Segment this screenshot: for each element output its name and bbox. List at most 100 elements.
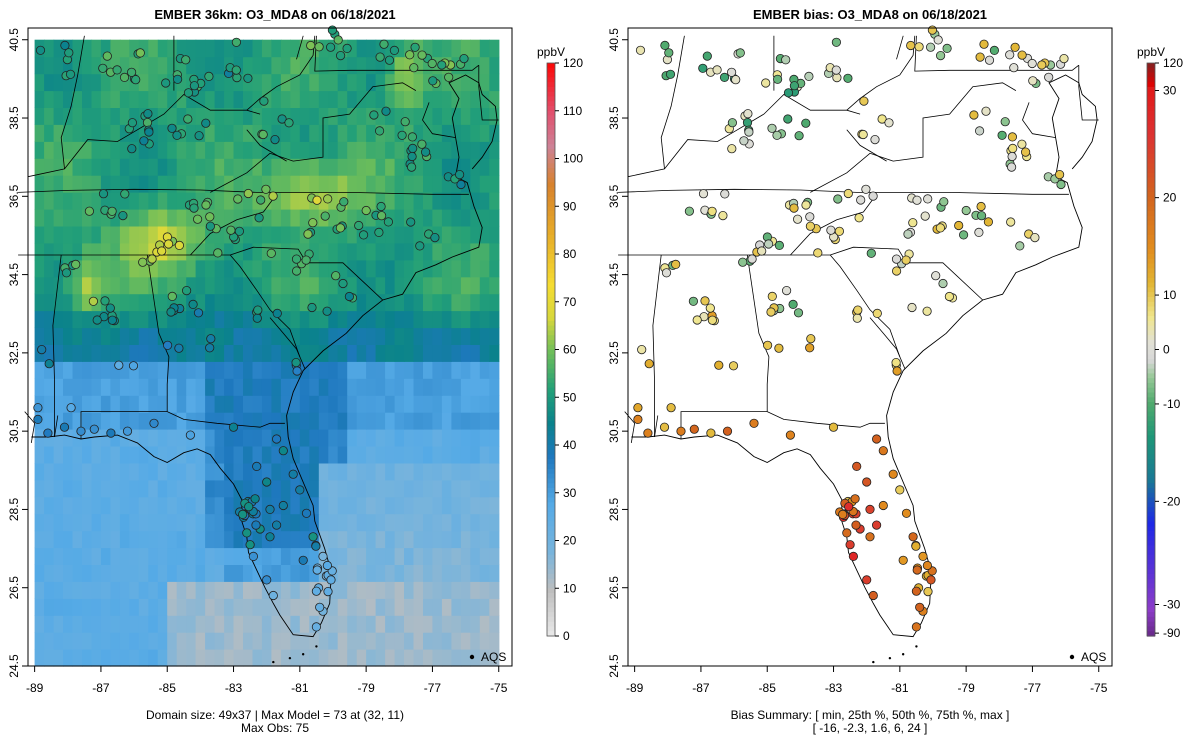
- model-grid-cell: [100, 225, 111, 244]
- bias-colorbar-segment: [1147, 225, 1155, 231]
- concentration-colorbar-segment: [547, 120, 555, 126]
- model-grid-cell: [167, 632, 178, 650]
- aqs-station-marker: [861, 184, 871, 194]
- model-grid-cell: [138, 632, 149, 650]
- model-grid-cell: [72, 378, 83, 396]
- state-boundary: [654, 415, 659, 438]
- aqs-station-marker: [635, 45, 646, 55]
- model-grid-cell: [404, 598, 415, 616]
- model-grid-cell: [63, 395, 74, 413]
- model-grid-cell: [233, 530, 244, 549]
- model-grid-cell: [328, 73, 339, 92]
- bias-colorbar-tick-label: 30: [1163, 84, 1177, 98]
- model-grid-cell: [157, 90, 168, 108]
- aqs-station-marker: [127, 118, 137, 128]
- aqs-station-marker: [259, 96, 269, 106]
- model-grid-cell: [375, 327, 386, 345]
- model-grid-cell: [280, 598, 291, 616]
- model-grid-cell: [479, 124, 490, 142]
- model-grid-cell: [167, 462, 178, 481]
- model-grid-cell: [82, 513, 93, 532]
- model-grid-cell: [243, 327, 254, 345]
- model-grid-cell: [385, 513, 396, 532]
- model-grid-cell: [63, 429, 74, 447]
- model-grid-cell: [290, 615, 301, 633]
- aqs-station-marker: [375, 52, 385, 62]
- model-grid-cell: [110, 344, 121, 362]
- concentration-colorbar-segment: [547, 588, 555, 594]
- model-grid-cell: [233, 479, 244, 498]
- model-grid-cell: [252, 158, 263, 176]
- bias-colorbar-segment: [1147, 77, 1155, 83]
- model-grid-cell: [413, 429, 424, 447]
- state-boundary: [190, 194, 277, 256]
- bias-colorbar-segment: [1147, 172, 1155, 179]
- aqs-station-marker: [763, 340, 773, 350]
- aqs-station-marker: [911, 541, 921, 551]
- model-grid-cell: [385, 107, 396, 125]
- model-grid-cell: [356, 547, 367, 565]
- model-grid-cell: [460, 344, 471, 362]
- model-grid-cell: [328, 615, 339, 633]
- y-tick-label: 34.5: [607, 263, 621, 287]
- x-tick-label: -77: [1024, 681, 1042, 695]
- model-grid-cell: [375, 56, 386, 75]
- model-grid-cell: [271, 395, 282, 413]
- model-grid-cell: [34, 310, 45, 329]
- model-grid-cell: [271, 361, 282, 379]
- model-grid-cell: [233, 141, 244, 159]
- y-tick-label: 38.5: [607, 106, 621, 130]
- aqs-station-marker: [234, 226, 244, 236]
- model-grid-cell: [157, 344, 168, 362]
- model-grid-cell: [53, 496, 64, 515]
- model-grid-cell: [375, 598, 386, 616]
- model-grid-cell: [214, 259, 225, 278]
- model-grid-cell: [129, 310, 140, 329]
- model-grid-cell: [423, 446, 434, 464]
- aqs-station-marker: [323, 194, 333, 204]
- model-grid-cell: [243, 462, 254, 481]
- model-grid-cell: [214, 632, 225, 650]
- model-grid-cell: [129, 615, 140, 633]
- model-grid-cell: [82, 73, 93, 92]
- bias-colorbar-segment: [1147, 478, 1155, 484]
- model-grid-cell: [195, 395, 206, 413]
- model-grid-cell: [157, 446, 168, 464]
- aqs-station-marker: [138, 257, 148, 267]
- model-grid-cell: [195, 547, 206, 565]
- model-grid-cell: [394, 242, 405, 261]
- model-grid-cell: [252, 649, 263, 667]
- model-grid-cell: [366, 73, 377, 92]
- model-grid-cell: [100, 496, 111, 515]
- model-grid-cell: [252, 73, 263, 92]
- aqs-station-marker: [358, 230, 369, 240]
- concentration-colorbar-segment: [547, 77, 555, 83]
- model-grid-cell: [186, 225, 197, 244]
- model-grid-cell: [375, 192, 386, 210]
- model-grid-cell: [82, 175, 93, 193]
- model-grid-cell: [470, 513, 481, 532]
- model-grid-cell: [347, 39, 358, 58]
- aqs-station-marker: [785, 430, 795, 440]
- model-grid-cell: [280, 293, 291, 312]
- model-grid-cell: [299, 310, 310, 329]
- bias-colorbar-segment: [1147, 507, 1155, 513]
- model-grid-cell: [100, 429, 111, 447]
- model-grid-cell: [53, 564, 64, 582]
- model-grid-cell: [129, 259, 140, 278]
- model-grid-cell: [63, 412, 74, 430]
- model-grid-cell: [72, 446, 83, 464]
- model-grid-cell: [309, 310, 320, 329]
- model-grid-cell: [91, 158, 102, 176]
- aqs-station-marker: [764, 239, 774, 249]
- model-grid-cell: [290, 496, 301, 515]
- model-grid-cell: [337, 395, 348, 413]
- aqs-station-marker: [288, 469, 298, 479]
- model-grid-cell: [432, 581, 443, 599]
- model-grid-cell: [186, 564, 197, 582]
- model-grid-cell: [413, 192, 424, 210]
- aqs-station-marker: [242, 528, 252, 538]
- y-tick-label: 30.5: [7, 419, 21, 443]
- concentration-colorbar-tick-label: 10: [563, 581, 577, 595]
- model-grid-cell: [290, 632, 301, 650]
